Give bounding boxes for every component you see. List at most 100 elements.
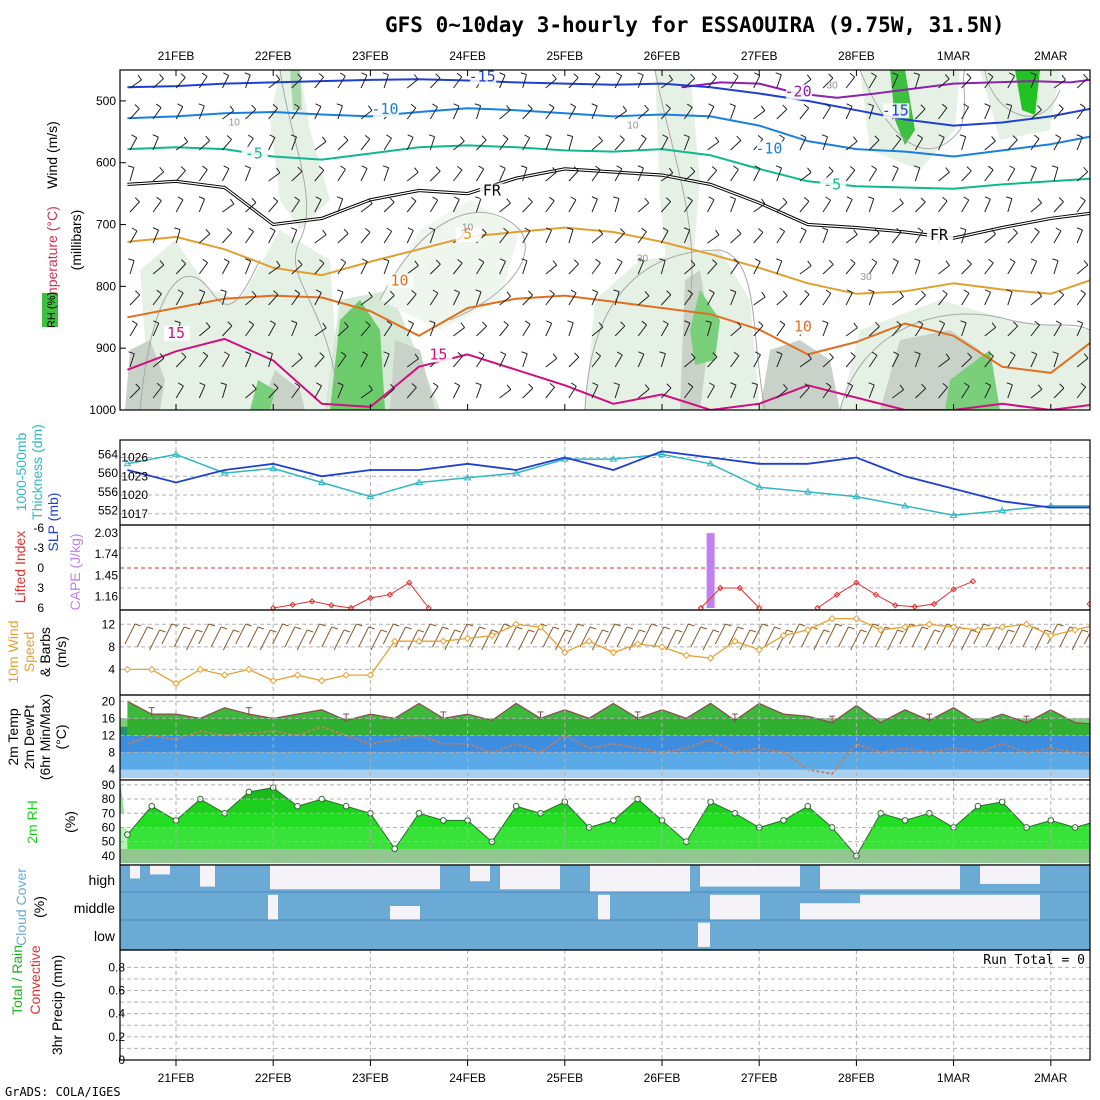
wind-barb-flag — [478, 258, 485, 263]
wind-barb — [984, 199, 991, 213]
wind-barb-flag — [291, 320, 298, 324]
wind-barb-flag — [546, 320, 552, 324]
wind-barb — [591, 355, 602, 368]
contour-label: 15 — [167, 324, 185, 342]
wind-barb — [198, 326, 211, 337]
wind-speed-point — [974, 626, 982, 634]
wind-barb — [1053, 79, 1066, 89]
wind-barb — [1030, 354, 1038, 368]
wind-barb — [291, 357, 303, 368]
wind-barb — [453, 262, 463, 275]
wind-barb-flag — [181, 352, 187, 358]
wind-barb — [914, 74, 920, 89]
wind-barb — [868, 168, 878, 182]
wind-barb-flag — [966, 166, 972, 172]
wind-barb-flag — [365, 321, 371, 326]
wind-barb — [938, 293, 948, 306]
wind-barb — [499, 261, 506, 275]
wind-barb-flag — [134, 104, 140, 109]
wind-barb — [337, 105, 343, 120]
wind-barb — [505, 626, 517, 648]
pressure-frame — [119, 439, 1091, 526]
wind-barb-flag — [892, 165, 899, 169]
wind-barb — [149, 629, 161, 651]
wind-barb — [568, 263, 579, 275]
wind-barb-flag — [665, 197, 672, 202]
rh-tick-label: 50 — [102, 835, 116, 849]
wind-barb — [753, 384, 759, 399]
wind-barb-flag — [1080, 289, 1086, 295]
wind-barb-flag — [779, 134, 785, 139]
wind-barb-flag — [991, 322, 997, 328]
wind-barb — [739, 629, 751, 651]
wind-barb-flag — [361, 165, 368, 169]
wind-barb — [776, 231, 786, 244]
wind-barb-flag — [460, 136, 465, 142]
wind-barb-flag — [665, 104, 671, 109]
wind-barb-flag — [456, 72, 463, 78]
wind-barb — [360, 261, 368, 275]
rh-point — [124, 831, 131, 838]
wind-barb — [690, 626, 702, 648]
wind-barb — [665, 629, 677, 651]
wind-barb-flag — [251, 384, 257, 390]
wind-barb — [707, 199, 715, 213]
side-label: 1000-500mb — [13, 432, 29, 511]
wind-barb-flag — [775, 165, 782, 169]
wind-barb-flag — [272, 104, 278, 109]
wind-barb — [453, 355, 463, 368]
rh-series — [120, 780, 1090, 863]
wind-barb — [245, 295, 257, 306]
wind-barb — [568, 106, 577, 120]
wind-barb — [799, 358, 812, 368]
wind-barb — [370, 629, 382, 651]
wind-barb-flag — [570, 103, 576, 108]
wind-speed-point — [925, 620, 934, 628]
wind-barb-flag — [414, 167, 419, 173]
wind-barb — [660, 230, 669, 244]
wind-barb — [314, 292, 322, 306]
wind-barb — [776, 167, 783, 182]
wind-barb-flag — [229, 105, 235, 112]
lifted-point — [269, 604, 277, 610]
wind-barb-flag — [475, 382, 482, 386]
wind-barb-flag — [380, 629, 388, 633]
wind-barb — [591, 169, 601, 182]
wind-barb-flag — [922, 626, 929, 630]
rh-point — [780, 817, 787, 824]
wind-barb-flag — [368, 198, 373, 204]
wind-barb-flag — [662, 134, 669, 139]
side-label: 10m Wind — [5, 620, 21, 683]
wind-barb-flag — [659, 258, 666, 262]
wind-barb-flag — [988, 258, 994, 264]
wind-barb — [452, 385, 461, 399]
contour-label: -10 — [755, 140, 782, 158]
wind-barb — [358, 626, 370, 648]
wind-barb-flag — [712, 629, 720, 633]
precip-side-label: Total / Rain Convective — [9, 945, 43, 1015]
wind-barb — [235, 623, 247, 645]
wind-barb — [799, 230, 807, 244]
wind-barb-flag — [386, 320, 393, 325]
precip-tick-label: 0.6 — [108, 984, 125, 998]
wind-barb-flag — [1013, 321, 1019, 327]
wind-barb-flag — [847, 382, 853, 387]
slp-line — [127, 450, 1090, 509]
wind-barb — [175, 141, 188, 151]
wind-barb — [891, 261, 899, 275]
wind-barb-flag — [1033, 134, 1040, 140]
wind-barb — [129, 137, 138, 151]
wind-barb — [429, 386, 439, 399]
wind-barb-flag — [475, 289, 482, 293]
side-label: (%) — [31, 896, 47, 918]
wind-barb-flag — [135, 290, 141, 296]
wind-barb-flag — [553, 626, 560, 630]
rh-shade-green — [250, 380, 275, 410]
wind-barb-flag — [749, 629, 757, 633]
wind-speed-point — [488, 631, 496, 640]
wind-barb — [360, 168, 368, 182]
wind-speed-point — [245, 665, 253, 674]
wind-barb — [245, 353, 252, 368]
wind-barb-flag — [639, 629, 646, 633]
